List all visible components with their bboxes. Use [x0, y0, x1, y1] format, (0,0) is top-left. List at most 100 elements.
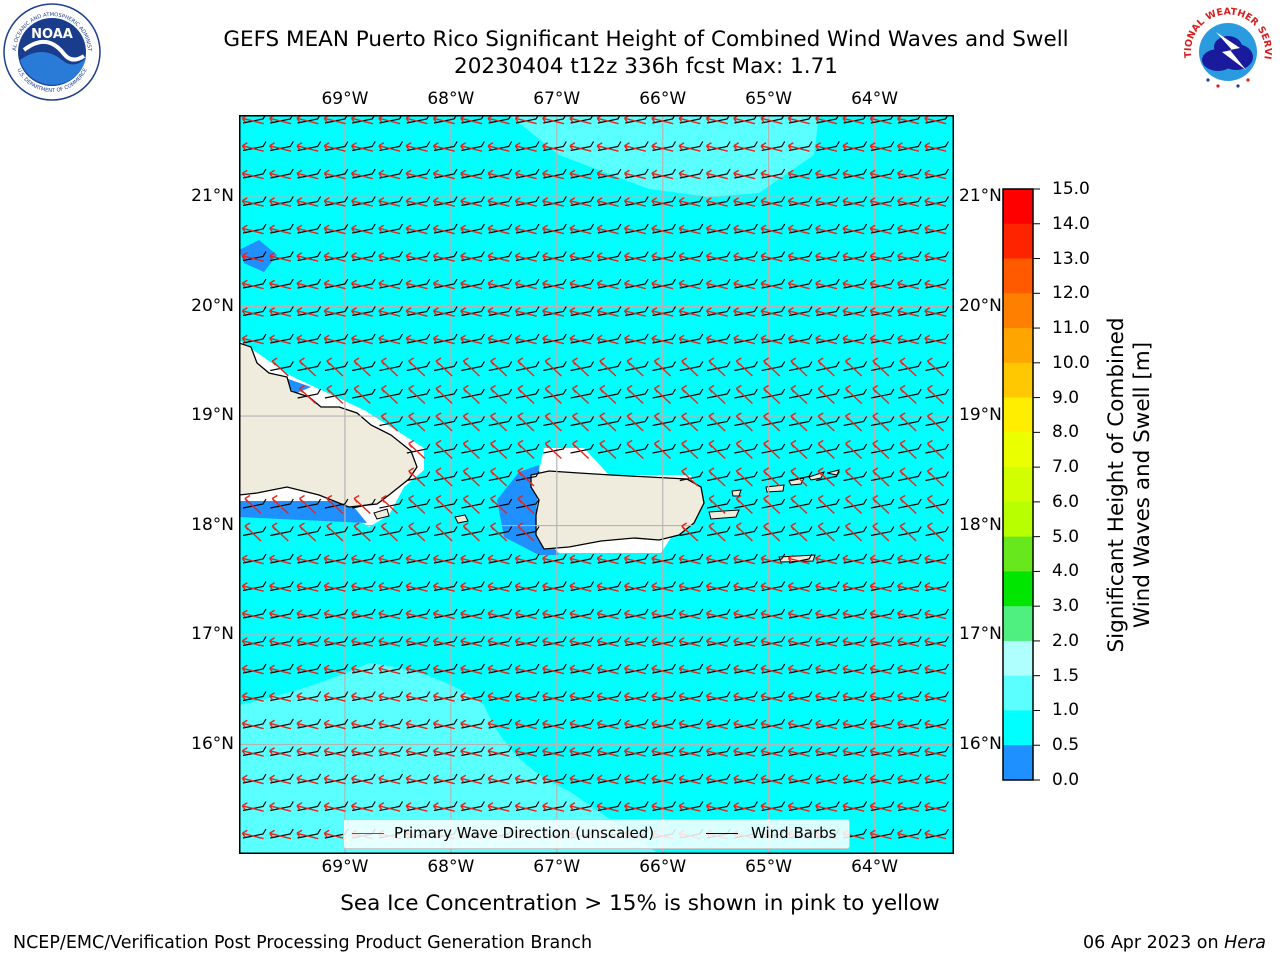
wind-barb: [706, 526, 731, 537]
wave-direction-arrow: [623, 637, 647, 647]
wind-barb: [461, 526, 485, 537]
wave-direction-arrow: [269, 829, 292, 840]
wind-barb: [270, 251, 294, 262]
wave-direction-arrow: [787, 554, 810, 565]
wave-direction-arrow: [296, 197, 319, 207]
wind-barb: [515, 168, 540, 179]
wind-barb: [297, 168, 322, 179]
wave-direction-arrow: [869, 692, 892, 702]
wave-direction-arrow: [844, 357, 863, 377]
wave-direction-arrow: [432, 169, 455, 180]
wind-barb: [242, 581, 267, 592]
wind-barb: [870, 498, 895, 509]
wave-direction-arrow: [926, 494, 945, 515]
wave-direction-arrow: [596, 637, 619, 647]
wave-direction-arrow: [271, 522, 289, 542]
wave-direction-arrow: [705, 609, 728, 620]
wave-direction-arrow: [844, 384, 863, 405]
wind-barb: [816, 223, 840, 234]
wave-direction-arrow: [298, 494, 317, 515]
wave-direction-arrow: [487, 719, 510, 730]
wave-direction-arrow: [678, 142, 701, 152]
wave-direction-arrow: [596, 252, 619, 262]
wave-direction-arrow: [460, 692, 483, 702]
wave-direction-arrow: [817, 384, 835, 405]
wave-direction-arrow: [899, 522, 917, 542]
wave-direction-arrow: [296, 829, 319, 840]
wind-barb: [324, 168, 349, 179]
wind-barb: [433, 168, 458, 179]
wind-barb: [379, 581, 404, 592]
wind-barb: [406, 388, 431, 399]
wind-barb: [625, 581, 649, 592]
wind-barb: [406, 691, 431, 702]
wind-barb: [925, 361, 950, 372]
wind-barb: [433, 333, 458, 344]
wave-direction-arrow: [815, 252, 838, 262]
wave-direction-arrow: [844, 412, 863, 432]
wind-barb: [270, 196, 294, 207]
wave-direction-arrow: [432, 637, 455, 647]
wave-direction-arrow: [460, 169, 483, 180]
wind-barb: [843, 251, 868, 262]
wave-direction-arrow: [323, 802, 346, 812]
wave-direction-arrow: [487, 747, 510, 757]
wave-direction-arrow: [380, 522, 399, 542]
wave-direction-arrow: [869, 829, 892, 840]
lat-label-right: 20°N: [959, 295, 1002, 316]
wind-barb: [870, 801, 895, 812]
wind-barb: [242, 636, 267, 647]
wind-barb: [706, 636, 731, 647]
wave-direction-arrow: [869, 664, 892, 675]
wave-direction-arrow: [623, 609, 647, 620]
wind-barb: [734, 416, 758, 427]
wind-barb: [379, 306, 404, 317]
wind-barb: [706, 443, 731, 454]
wave-direction-arrow: [378, 169, 401, 180]
wind-barb: [679, 691, 704, 702]
wind-barb: [543, 416, 567, 427]
map-legend: Primary Wave Direction (unscaled) Wind B…: [343, 819, 850, 849]
wind-barb: [570, 278, 595, 289]
wave-direction-arrow: [378, 197, 401, 207]
wave-direction-arrow: [326, 357, 344, 377]
wind-barb: [870, 361, 895, 372]
wind-barb: [788, 361, 813, 372]
wave-direction-arrow: [514, 664, 537, 675]
wind-barb: [406, 333, 431, 344]
wave-direction-arrow: [869, 554, 892, 565]
wind-barb: [270, 141, 294, 152]
wave-direction-arrow: [842, 609, 865, 620]
wind-barb: [324, 526, 349, 537]
wave-direction-arrow: [542, 554, 565, 565]
wind-barb: [925, 471, 950, 482]
wave-direction-arrow: [487, 582, 510, 592]
wind-barb: [242, 746, 267, 757]
colorbar-cell: [1003, 501, 1033, 538]
wind-barb: [488, 443, 513, 454]
wind-barb: [761, 416, 786, 427]
wave-direction-arrow: [733, 774, 756, 785]
wind-barb: [843, 168, 868, 179]
wind-barb: [898, 801, 922, 812]
wave-direction-arrow: [869, 719, 892, 730]
wave-direction-arrow: [623, 224, 647, 235]
wave-direction-arrow: [460, 582, 483, 592]
map-frame: [239, 115, 954, 854]
wave-direction-arrow: [678, 582, 701, 592]
wave-direction-arrow: [432, 609, 455, 620]
wave-direction-arrow: [896, 307, 920, 317]
wind-barb: [406, 581, 431, 592]
wave-direction-arrow: [896, 582, 920, 592]
wave-direction-arrow: [487, 664, 510, 675]
wave-direction-arrow: [815, 334, 838, 345]
wind-barb: [734, 498, 758, 509]
wind-barb: [270, 746, 294, 757]
wave-direction-arrow: [405, 224, 428, 235]
wave-direction-arrow: [350, 582, 374, 592]
land-virgin-gorda: [826, 469, 840, 476]
wind-barb: [843, 196, 868, 207]
wave-direction-arrow: [790, 384, 808, 405]
wind-barb: [543, 691, 567, 702]
wave-direction-arrow: [815, 197, 838, 207]
